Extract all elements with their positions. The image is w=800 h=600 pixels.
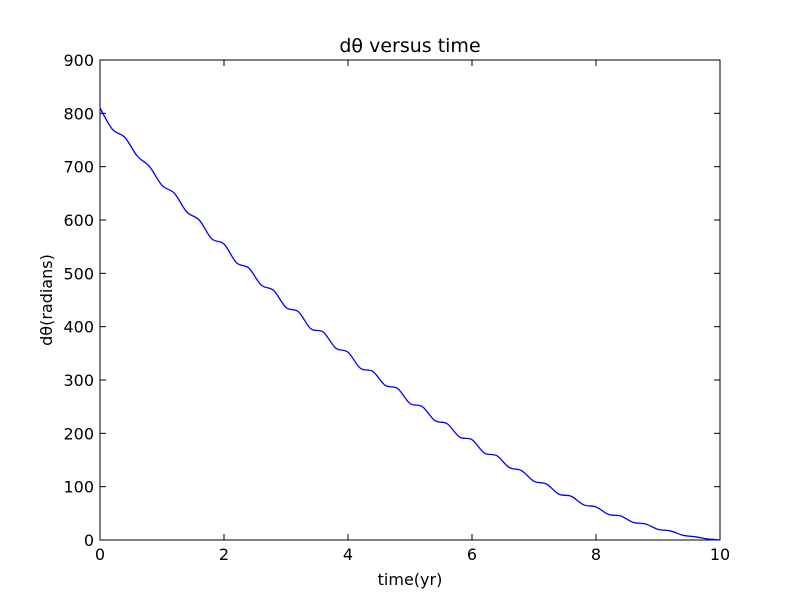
y-tick-label: 900 xyxy=(63,51,94,70)
chart-title: dθ versus time xyxy=(339,35,480,57)
y-tick-label: 200 xyxy=(63,424,94,443)
y-tick-label: 600 xyxy=(63,211,94,230)
x-tick-label: 0 xyxy=(95,545,105,564)
y-tick-label: 800 xyxy=(63,104,94,123)
y-tick-label: 500 xyxy=(63,264,94,283)
x-tick-label: 2 xyxy=(219,545,229,564)
y-tick-label: 0 xyxy=(84,531,94,550)
x-tick-label: 4 xyxy=(343,545,353,564)
y-tick-label: 100 xyxy=(63,478,94,497)
y-tick-label: 400 xyxy=(63,318,94,337)
y-axis-title: dθ(radians) xyxy=(37,254,56,346)
y-tick-label: 300 xyxy=(63,371,94,390)
plot-area xyxy=(99,59,721,541)
series-line xyxy=(99,107,721,541)
x-tick-label: 6 xyxy=(467,545,477,564)
x-tick-label: 8 xyxy=(591,545,601,564)
x-tick-label: 10 xyxy=(710,545,730,564)
y-tick-label: 700 xyxy=(63,158,94,177)
x-axis-title: time(yr) xyxy=(378,570,443,589)
